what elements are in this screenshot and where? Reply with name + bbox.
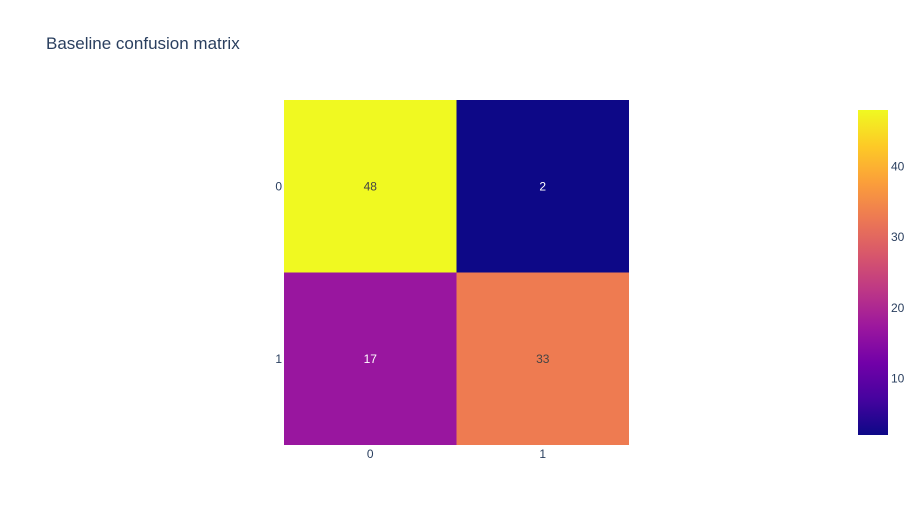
colorbar-tick-label: 20 xyxy=(891,301,905,315)
cell-label-r1-c1: 33 xyxy=(536,352,550,366)
cell-label-r0-c0: 48 xyxy=(364,179,378,193)
heatmap-cell-r1-c1 xyxy=(456,272,629,445)
y-tick-label: 0 xyxy=(275,179,282,193)
colorbar: 10 20 30 40 xyxy=(858,110,905,435)
heatmap-cell-r0-c1 xyxy=(456,100,629,273)
cell-label-r1-c0: 17 xyxy=(364,352,378,366)
colorbar-gradient xyxy=(858,110,888,435)
heatmap-cells: 48 2 17 33 xyxy=(284,100,629,445)
y-tick-label: 1 xyxy=(275,352,282,366)
x-tick-label: 0 xyxy=(367,447,374,461)
heatmap-cell-r1-c0 xyxy=(284,272,457,445)
colorbar-tick-label: 10 xyxy=(891,371,905,385)
colorbar-tick-label: 40 xyxy=(891,160,905,174)
x-tick-label: 1 xyxy=(539,447,546,461)
cell-label-r0-c1: 2 xyxy=(539,179,546,193)
heatmap-cell-r0-c0 xyxy=(284,100,457,273)
chart-title: Baseline confusion matrix xyxy=(46,34,240,53)
y-axis-ticks: 01 xyxy=(275,179,282,366)
colorbar-tick-label: 30 xyxy=(891,230,905,244)
